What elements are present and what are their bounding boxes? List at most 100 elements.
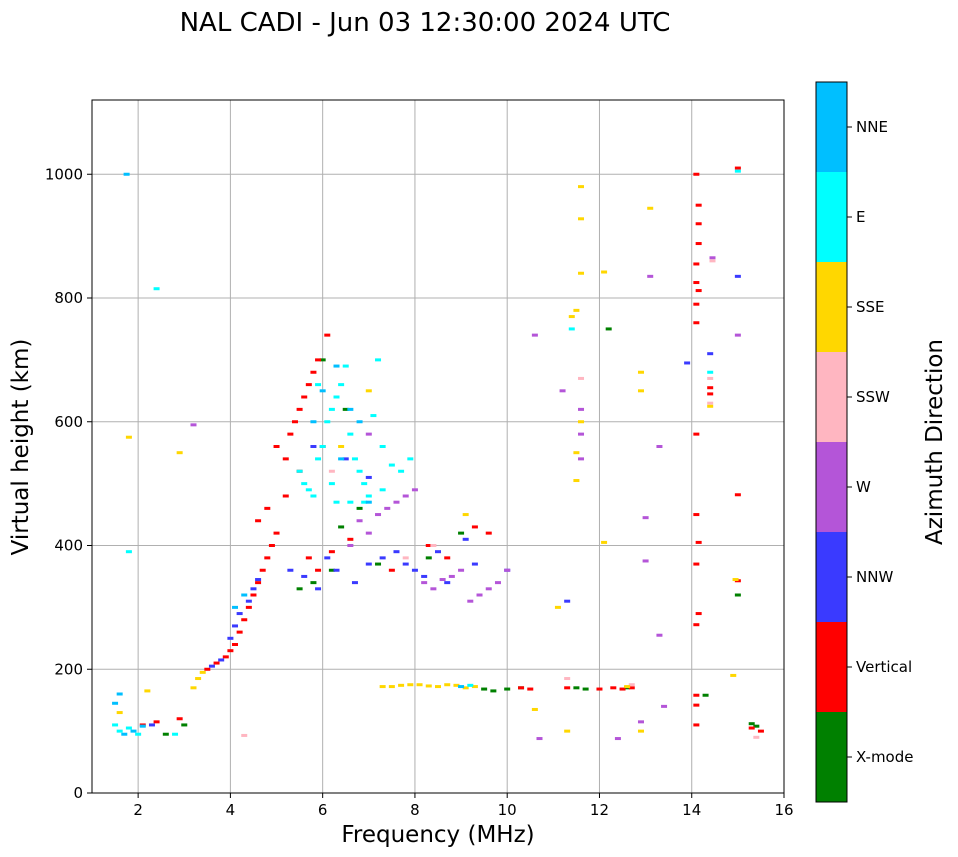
echo-point — [365, 531, 372, 535]
echo-point — [296, 407, 303, 411]
echo-point — [370, 414, 377, 418]
echo-point — [162, 732, 169, 736]
colorbar-segment — [816, 172, 847, 262]
echo-point — [338, 525, 345, 529]
echo-point — [259, 568, 266, 572]
echo-point — [578, 432, 585, 436]
y-tick-label: 0 — [73, 784, 83, 802]
echo-point — [398, 469, 405, 473]
echo-point — [407, 683, 414, 687]
echo-point — [439, 578, 446, 582]
echo-point — [707, 370, 714, 374]
plot-frame — [91, 99, 785, 794]
colorbar-tick-label: SSW — [856, 388, 890, 406]
echo-point — [707, 401, 714, 405]
echo-point — [333, 395, 340, 399]
echo-point — [287, 432, 294, 436]
echo-point — [467, 683, 474, 687]
echo-point — [347, 537, 354, 541]
echo-point — [319, 389, 326, 393]
echo-point — [365, 500, 372, 504]
echo-point — [707, 376, 714, 380]
echo-point — [564, 686, 571, 690]
echo-point — [324, 556, 331, 560]
colorbar-tick-label: X-mode — [856, 748, 913, 766]
echo-point — [255, 578, 262, 582]
echo-point — [342, 407, 349, 411]
echo-point — [435, 550, 441, 554]
echo-point — [130, 729, 137, 733]
echo-point — [693, 302, 700, 306]
echo-point — [181, 723, 188, 727]
echo-point — [407, 457, 414, 461]
echo-point — [264, 506, 271, 510]
echo-point — [338, 445, 345, 448]
echo-point — [610, 686, 617, 690]
colorbar-segment — [816, 712, 847, 802]
echo-point — [305, 488, 312, 492]
echo-point — [190, 686, 197, 690]
echo-point — [435, 685, 441, 689]
x-tick-label: 12 — [590, 801, 609, 819]
echo-point — [730, 673, 737, 677]
y-axis-label: Virtual height (km) — [8, 339, 34, 556]
echo-point — [753, 735, 760, 739]
echo-point — [116, 711, 123, 715]
echo-point — [564, 677, 571, 681]
echo-point — [125, 435, 132, 439]
echo-point — [637, 389, 644, 393]
echo-point — [241, 618, 248, 622]
echo-point — [379, 556, 386, 560]
echo-point — [628, 683, 635, 687]
echo-point — [693, 693, 700, 697]
echo-point — [379, 685, 386, 689]
echo-point — [204, 667, 211, 671]
echo-point — [734, 593, 741, 597]
echo-point — [578, 376, 585, 380]
echo-point — [319, 358, 326, 362]
echo-point — [531, 707, 538, 711]
echo-point — [135, 732, 142, 736]
echo-point — [693, 321, 700, 325]
colorbar-tick-label: W — [856, 478, 871, 496]
echo-point — [695, 242, 702, 246]
y-tick-label: 1000 — [45, 165, 83, 183]
echo-point — [527, 687, 534, 691]
echo-point — [596, 687, 603, 691]
echo-point — [458, 568, 465, 572]
echo-point — [264, 556, 271, 560]
echo-point — [757, 729, 764, 733]
colorbar-frame — [815, 81, 848, 803]
echo-point — [328, 407, 335, 411]
echo-point — [695, 222, 702, 226]
colorbar-label: Azimuth Direction — [922, 339, 948, 545]
x-axis-ticks: 2 4 6 8 10 12 14 16 — [133, 793, 794, 819]
echo-point — [642, 516, 649, 520]
echo-point — [232, 605, 239, 609]
echo-point — [753, 724, 760, 728]
echo-point — [232, 624, 239, 628]
echo-point — [310, 445, 317, 448]
echo-point — [695, 612, 702, 616]
echo-point — [112, 723, 119, 727]
echo-point — [328, 482, 335, 486]
echo-point — [291, 420, 298, 424]
echo-point — [347, 432, 354, 436]
y-tick-label: 400 — [54, 537, 83, 555]
echo-point — [476, 593, 483, 597]
echo-point — [296, 587, 303, 591]
echo-point — [693, 262, 700, 266]
echo-point — [241, 733, 248, 737]
echo-point — [347, 407, 354, 411]
echo-point — [471, 525, 478, 529]
echo-point — [647, 206, 654, 210]
echo-point — [734, 274, 741, 278]
y-tick-label: 600 — [54, 413, 83, 431]
echo-point — [125, 550, 132, 554]
echo-point — [684, 361, 691, 365]
echo-point — [365, 389, 372, 393]
echo-point — [375, 358, 382, 362]
echo-point — [310, 420, 317, 424]
echo-point — [195, 677, 202, 681]
echo-point — [365, 494, 372, 498]
